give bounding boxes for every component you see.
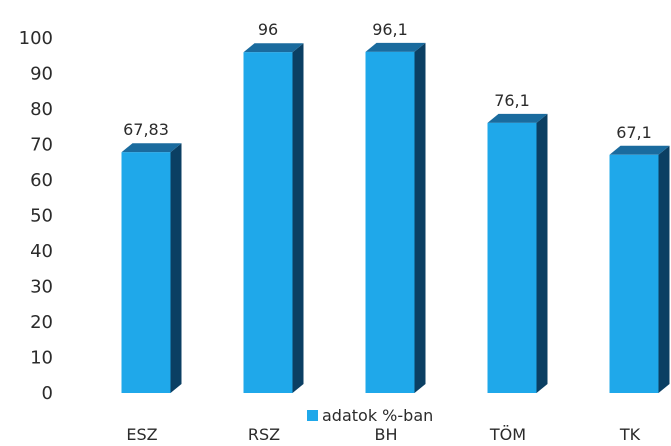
x-category-label: ESZ [126,425,157,444]
bars [121,42,670,393]
legend-swatch [307,410,318,421]
legend: adatok %-ban [307,406,433,425]
data-label: 67,83 [123,120,169,139]
x-category-label: TK [619,425,641,444]
y-tick-label: 10 [30,348,53,369]
bar-side [658,145,670,393]
bar-top [609,145,670,155]
x-category-label: RSZ [248,425,280,444]
x-axis-categories: ESZ RSZ BH TÖM TK [126,425,640,444]
data-label: 96,1 [372,20,408,39]
data-labels: 67,83 96 96,1 76,1 67,1 [123,20,652,142]
bar-side [414,42,426,393]
y-tick-label: 90 [30,64,53,85]
x-category-label: TÖM [489,425,526,444]
y-tick-label: 100 [19,28,53,49]
data-label: 67,1 [616,123,652,142]
bar-front [365,51,415,393]
x-category-label: BH [374,425,397,444]
bar-3 [487,113,548,393]
y-tick-label: 80 [30,99,53,120]
bar-front [121,152,171,393]
y-tick-label: 40 [30,241,53,262]
legend-label: adatok %-ban [322,406,433,425]
bar-top [365,42,426,52]
y-tick-label: 30 [30,277,53,298]
bar-top [243,43,304,53]
bar-top [487,113,548,123]
bar-front [243,52,293,393]
data-label: 76,1 [494,91,530,110]
data-label: 96 [258,20,278,39]
y-tick-label: 20 [30,312,53,333]
bar-side [170,143,182,393]
bar-4 [609,145,670,393]
bar-side [292,43,304,393]
bar-side [536,113,548,393]
y-tick-label: 50 [30,206,53,227]
bar-1 [243,43,304,393]
bar-0 [121,143,182,393]
bar-2 [365,42,426,393]
bar-top [121,143,182,153]
y-tick-label: 60 [30,170,53,191]
bar-front [609,154,659,393]
y-axis-ticks: 0 10 20 30 40 50 60 70 80 90 100 [19,28,53,404]
bar-front [487,122,537,393]
y-tick-label: 70 [30,135,53,156]
y-tick-label: 0 [42,383,53,404]
